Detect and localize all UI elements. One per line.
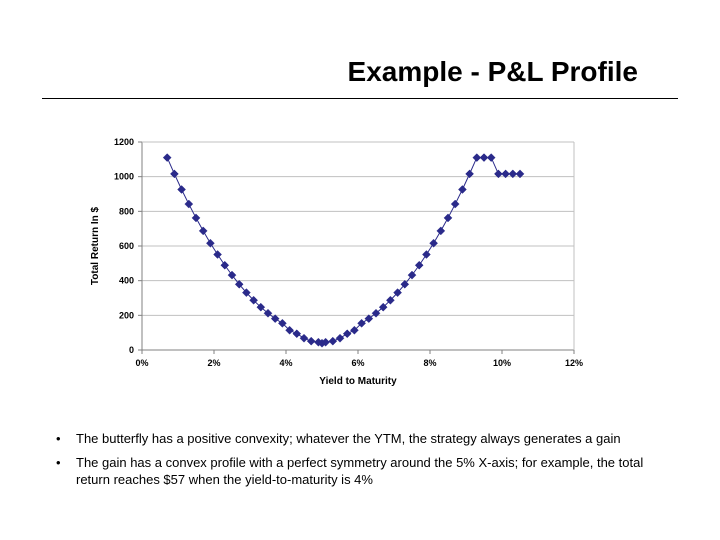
svg-text:Yield to Maturity: Yield to Maturity: [319, 376, 397, 387]
svg-text:0%: 0%: [135, 358, 148, 368]
slide: Example - P&L Profile 0% 2% 4% 6% 8% 10% 12% 0 2…: [0, 0, 720, 540]
title-underline: [42, 98, 678, 99]
svg-text:800: 800: [119, 206, 134, 216]
page-title: Example - P&L Profile: [348, 56, 638, 88]
svg-text:Total Return In $: Total Return In $: [90, 206, 101, 285]
svg-text:400: 400: [119, 276, 134, 286]
pnl-chart: 0% 2% 4% 6% 8% 10% 12% 0 200 400 600 800 1000 1200 Yie…: [84, 130, 584, 390]
svg-text:1200: 1200: [114, 137, 134, 147]
svg-text:0: 0: [129, 345, 134, 355]
svg-text:4%: 4%: [279, 358, 292, 368]
svg-text:8%: 8%: [423, 358, 436, 368]
chart-svg: 0% 2% 4% 6% 8% 10% 12% 0 200 400 600 800 1000 1200 Yie…: [84, 130, 584, 390]
svg-text:200: 200: [119, 310, 134, 320]
bullet-item: The gain has a convex profile with a per…: [76, 454, 672, 489]
svg-text:6%: 6%: [351, 358, 364, 368]
svg-text:12%: 12%: [565, 358, 583, 368]
svg-text:600: 600: [119, 241, 134, 251]
bullet-list: The butterfly has a positive convexity; …: [48, 430, 672, 495]
svg-text:2%: 2%: [207, 358, 220, 368]
bullet-item: The butterfly has a positive convexity; …: [76, 430, 672, 448]
svg-text:10%: 10%: [493, 358, 511, 368]
svg-text:1000: 1000: [114, 172, 134, 182]
